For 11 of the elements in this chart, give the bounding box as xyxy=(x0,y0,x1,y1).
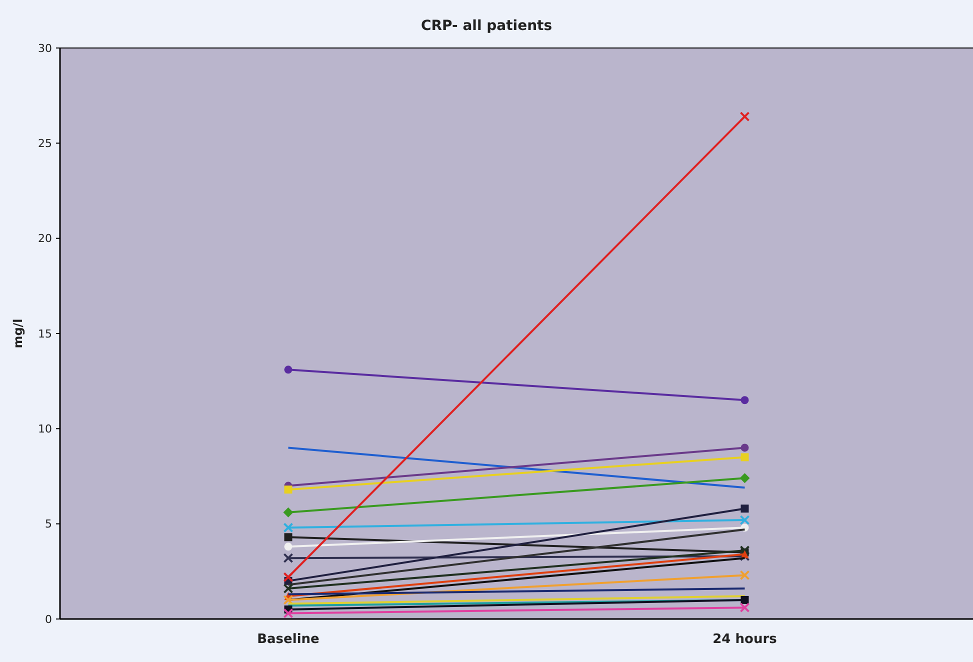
x-tick-label: 24 hours xyxy=(712,632,778,647)
y-tick-label: 30 xyxy=(38,42,52,55)
x-tick-label: Baseline xyxy=(257,632,320,647)
y-tick-label: 15 xyxy=(38,327,52,340)
y-tick-label: 20 xyxy=(38,232,52,246)
y-tick-label: 0 xyxy=(45,612,52,626)
y-axis-title: mg/l xyxy=(11,318,25,348)
y-tick-label: 5 xyxy=(45,518,52,531)
chart-title: CRP- all patients xyxy=(420,18,552,34)
y-tick-label: 10 xyxy=(38,422,52,436)
y-tick-label: 25 xyxy=(38,137,52,150)
